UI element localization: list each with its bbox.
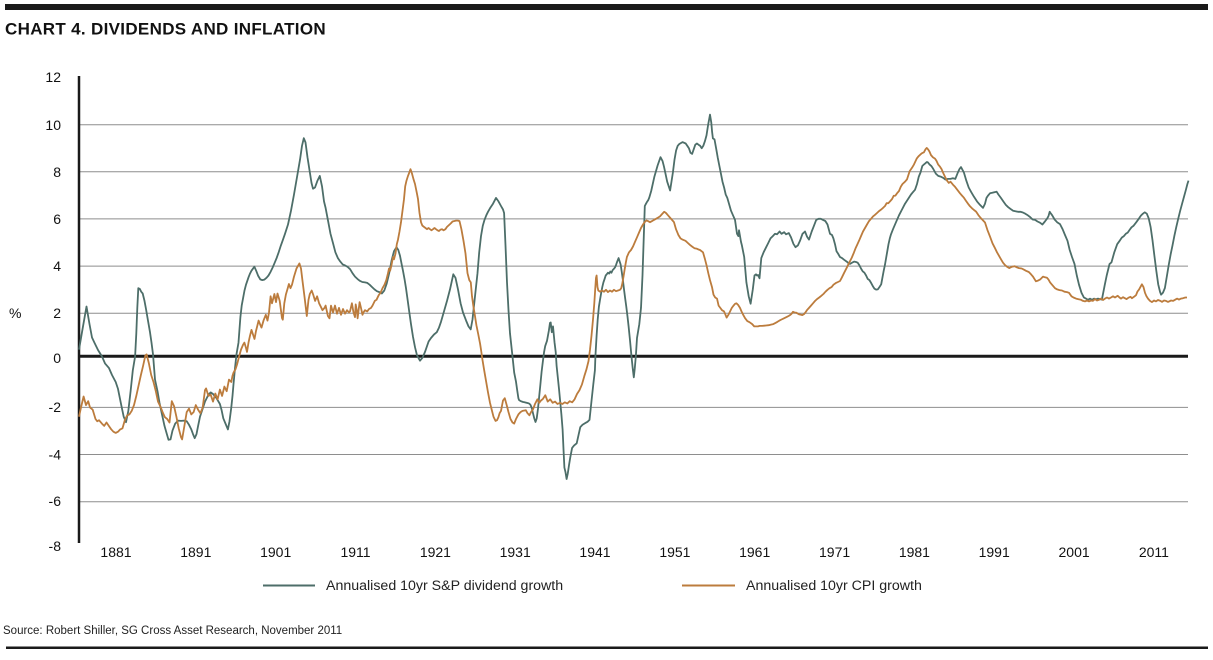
svg-text:-8: -8 <box>49 538 62 554</box>
svg-text:1901: 1901 <box>260 544 291 560</box>
svg-text:-2: -2 <box>49 399 62 415</box>
svg-text:1931: 1931 <box>500 544 531 560</box>
svg-text:2: 2 <box>53 305 61 321</box>
svg-text:1951: 1951 <box>659 544 690 560</box>
svg-text:8: 8 <box>53 164 61 180</box>
svg-text:1891: 1891 <box>180 544 211 560</box>
svg-text:1911: 1911 <box>340 544 370 560</box>
svg-text:12: 12 <box>45 69 61 85</box>
svg-text:1961: 1961 <box>739 544 770 560</box>
svg-text:1881: 1881 <box>100 544 131 560</box>
svg-text:Annualised 10yr CPI growth: Annualised 10yr CPI growth <box>746 578 922 594</box>
svg-text:1981: 1981 <box>899 544 930 560</box>
svg-text:CHART 4. DIVIDENDS AND INFLATI: CHART 4. DIVIDENDS AND INFLATION <box>5 20 326 39</box>
svg-text:2011: 2011 <box>1139 544 1169 560</box>
svg-text:10: 10 <box>45 117 61 133</box>
svg-text:Annualised 10yr S&P dividend g: Annualised 10yr S&P dividend growth <box>326 578 563 594</box>
svg-text:4: 4 <box>53 258 61 274</box>
svg-text:1971: 1971 <box>819 544 850 560</box>
svg-text:%: % <box>9 305 21 321</box>
svg-text:Source: Robert Shiller, SG Cro: Source: Robert Shiller, SG Cross Asset R… <box>3 625 342 637</box>
svg-text:-4: -4 <box>49 447 62 463</box>
svg-text:0: 0 <box>53 350 61 366</box>
svg-text:1921: 1921 <box>420 544 451 560</box>
svg-text:1991: 1991 <box>979 544 1010 560</box>
svg-text:-6: -6 <box>49 493 62 509</box>
svg-text:1941: 1941 <box>579 544 610 560</box>
svg-text:2001: 2001 <box>1059 544 1090 560</box>
svg-text:6: 6 <box>53 211 61 227</box>
